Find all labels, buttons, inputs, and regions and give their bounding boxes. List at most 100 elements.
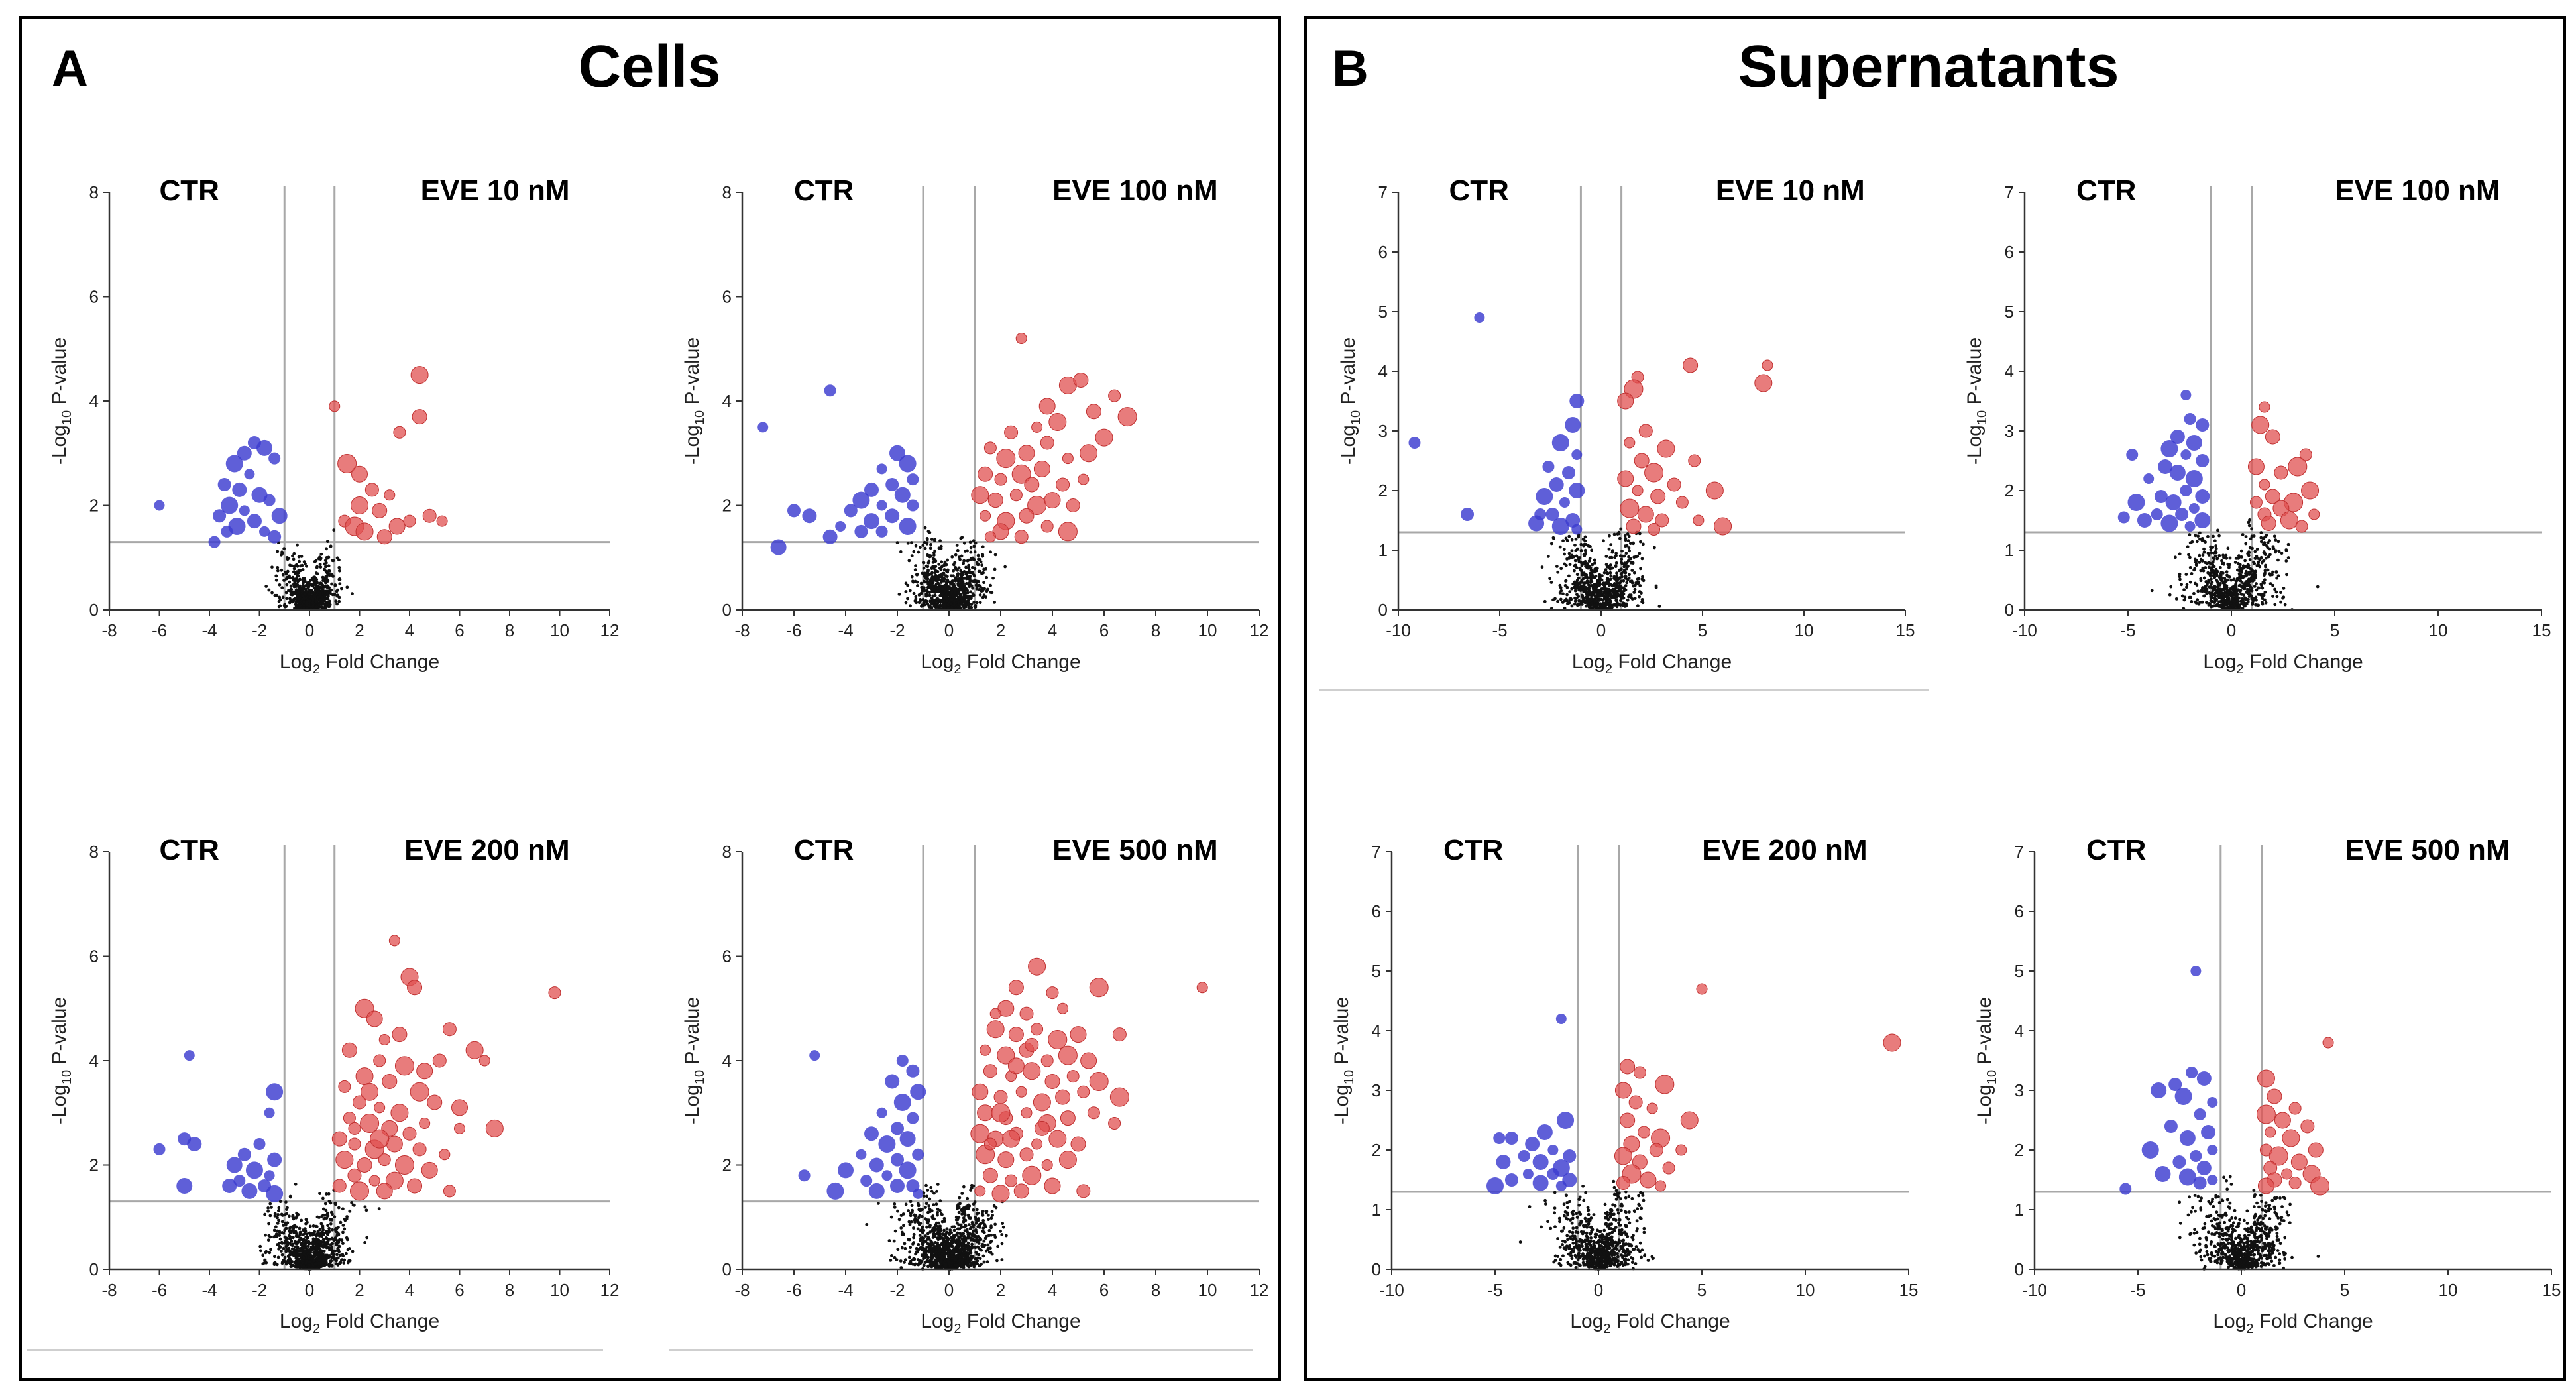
ns-point: [365, 1236, 369, 1240]
ns-point: [321, 1196, 325, 1200]
ns-point: [1626, 598, 1630, 602]
ns-point: [2243, 604, 2247, 608]
y-tick-label: 8: [722, 842, 732, 862]
up-regulated-point: [436, 515, 448, 527]
ns-point: [930, 1265, 934, 1269]
ns-point: [2276, 540, 2280, 544]
up-regulated-point: [335, 1151, 354, 1169]
ns-point: [282, 1224, 285, 1227]
ns-point: [1634, 555, 1638, 559]
up-regulated-point: [972, 1083, 989, 1100]
ns-point: [315, 605, 319, 609]
ns-point: [2213, 554, 2217, 558]
ns-point: [323, 577, 327, 581]
ns-point: [1003, 565, 1007, 569]
ns-point: [2239, 592, 2243, 596]
ns-point: [962, 1185, 966, 1189]
ns-point: [911, 1208, 914, 1212]
ns-point: [928, 573, 932, 577]
ns-point: [2225, 570, 2229, 574]
ns-point: [964, 1224, 967, 1228]
ns-point: [906, 541, 910, 545]
ns-point: [973, 550, 977, 554]
ns-point: [2196, 534, 2200, 538]
up-regulated-point: [1007, 1057, 1025, 1075]
ns-point: [927, 1248, 931, 1251]
y-axis-label: -Log10 P-value: [681, 997, 707, 1124]
ns-point: [970, 1183, 974, 1187]
ns-point: [989, 1246, 992, 1250]
ns-point: [2221, 600, 2225, 603]
ns-point: [314, 1234, 318, 1238]
ns-point: [942, 577, 946, 581]
ns-point: [2268, 582, 2272, 585]
ns-point: [294, 588, 298, 592]
ns-point: [924, 1206, 927, 1209]
ns-point: [967, 606, 971, 610]
up-regulated-point: [1044, 1177, 1061, 1194]
ns-point: [915, 1218, 919, 1222]
ns-point: [268, 1202, 272, 1206]
panel-a-title: Cells: [578, 34, 721, 100]
ns-point: [934, 582, 938, 586]
ns-point: [889, 1215, 893, 1219]
ns-point: [1615, 592, 1619, 596]
down-regulated-point: [263, 494, 276, 506]
ns-point: [957, 566, 961, 570]
down-regulated-point: [184, 1050, 195, 1061]
ns-point: [958, 1255, 962, 1259]
ns-point: [2202, 576, 2206, 580]
ns-point: [2263, 581, 2267, 585]
ns-point: [313, 1253, 317, 1257]
up-regulated-point: [986, 1020, 1005, 1039]
ns-point: [962, 1256, 966, 1260]
ns-point: [960, 554, 964, 558]
ns-point: [960, 1192, 964, 1195]
ns-point: [1602, 604, 1606, 608]
ns-point: [947, 1262, 951, 1266]
ns-point: [1634, 581, 1638, 585]
y-tick-label: 2: [1378, 481, 1388, 500]
ns-point: [1559, 567, 1563, 571]
ns-point: [923, 571, 926, 575]
up-regulated-point: [997, 1046, 1015, 1065]
volcano-plot-cells-200nm: -8 -6 -4 -2 0 2 4 6 8 10 12 0 2 4 6 8 Log2 Fold Change -L…: [36, 839, 620, 1342]
ns-point: [296, 600, 300, 604]
ns-point: [968, 1260, 972, 1264]
ns-point: [325, 1232, 329, 1236]
ns-point: [944, 563, 948, 567]
ns-point: [2253, 550, 2257, 553]
up-regulated-point: [1009, 489, 1023, 502]
ns-point: [332, 1253, 336, 1257]
ns-point: [335, 556, 339, 560]
x-tick-label: -8: [734, 1280, 750, 1300]
ns-point: [2206, 552, 2210, 555]
ns-point: [2261, 602, 2265, 606]
ns-point: [903, 1261, 906, 1264]
ns-point: [1001, 1225, 1005, 1229]
y-tick-label: 0: [89, 1259, 99, 1279]
ns-point: [326, 1224, 330, 1228]
ns-point: [327, 1199, 331, 1203]
ns-point: [261, 1253, 265, 1257]
ns-point: [964, 1205, 968, 1209]
ns-point: [1609, 574, 1613, 578]
up-regulated-point: [1650, 489, 1666, 504]
ns-point: [304, 600, 308, 603]
ns-point: [972, 1229, 976, 1233]
ns-point: [939, 544, 943, 548]
y-tick-label: 6: [89, 947, 99, 966]
down-regulated-point: [266, 1185, 284, 1202]
up-regulated-point: [1066, 498, 1080, 512]
up-regulated-point: [373, 1054, 386, 1067]
ns-point: [989, 1216, 993, 1220]
ns-point: [280, 1250, 283, 1253]
ns-point: [343, 1217, 347, 1221]
ns-point: [944, 605, 947, 609]
ns-point: [1606, 579, 1609, 583]
ns-point: [1548, 577, 1551, 581]
ns-point: [2216, 528, 2219, 532]
ns-point: [963, 591, 967, 595]
up-regulated-point: [1062, 453, 1074, 465]
ns-point: [934, 1202, 938, 1206]
